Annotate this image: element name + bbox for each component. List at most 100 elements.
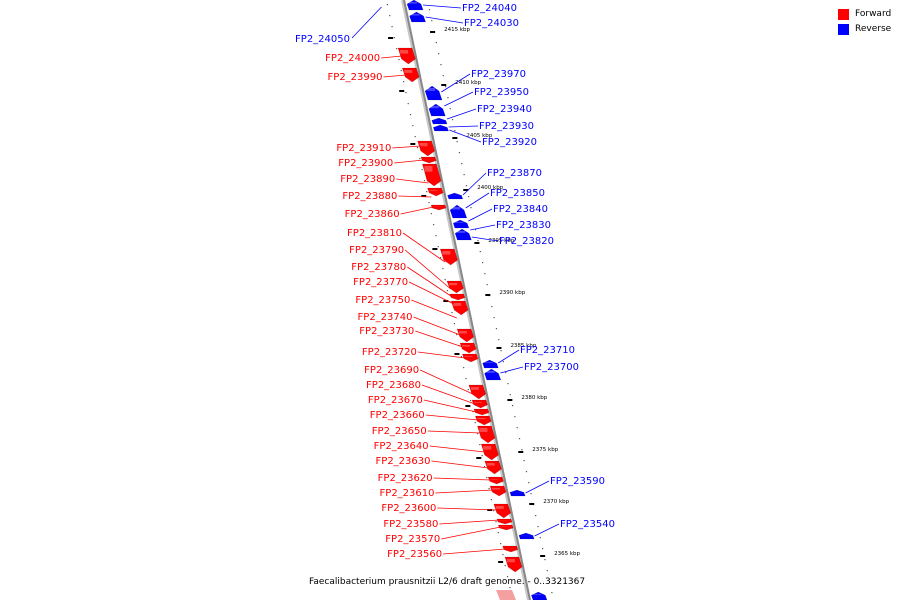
gene-feature-highlight (424, 166, 433, 172)
gene-label-reverse: FP2_24030 (464, 18, 519, 29)
track-dot (458, 152, 461, 154)
track-dot (461, 163, 463, 165)
gene-label-forward: FP2_23880 (342, 191, 397, 202)
track-dot (442, 268, 444, 270)
tick-label: 2385 kbp (510, 343, 536, 349)
legend-forward-label: Forward (855, 9, 892, 19)
track-dot (498, 339, 500, 341)
gene-feature-highlight (462, 345, 471, 347)
gene-feature-highlight (464, 356, 473, 357)
track-dot (430, 213, 432, 215)
gene-feature-highlight (474, 402, 482, 403)
gene-label-reverse: FP2_23840 (493, 204, 548, 215)
gene-label-forward: FP2_23690 (364, 365, 419, 376)
track-dot (497, 532, 499, 534)
label-leader (498, 349, 520, 364)
label-leader (427, 430, 481, 434)
track-dot (490, 499, 492, 501)
track-dot (442, 75, 444, 77)
label-leader (448, 125, 479, 128)
tick-mark (498, 561, 504, 563)
gene-feature-highlight (479, 428, 488, 432)
track-dot (475, 229, 477, 231)
tick-mark (463, 189, 469, 191)
gene-feature (477, 425, 496, 444)
tick-mark (410, 143, 416, 145)
gene-label-reverse: FP2_23820 (499, 236, 554, 247)
gene-feature (504, 556, 523, 573)
gene-label-reverse: FP2_23970 (471, 69, 526, 80)
label-leader (400, 206, 434, 215)
track-dot (438, 53, 440, 55)
backbone-line (403, 0, 531, 600)
label-leader (471, 236, 499, 242)
track-dot (500, 543, 502, 545)
gene-feature (484, 368, 502, 381)
gene-label-forward: FP2_23890 (340, 174, 395, 185)
label-leader (446, 108, 477, 120)
track-dot (460, 356, 462, 358)
track-dot (386, 4, 389, 6)
track-dot (484, 273, 486, 275)
gene-label-reverse: FP2_23540 (560, 519, 615, 530)
label-leader (402, 232, 446, 263)
gene-label-reverse: FP2_23830 (496, 220, 551, 231)
tick-label: 2390 kbp (499, 290, 525, 296)
gene-feature-highlight (453, 303, 462, 306)
gene-label-forward: FP2_23770 (353, 277, 408, 288)
gene-label-forward: FP2_23620 (378, 473, 433, 484)
track-dot (407, 103, 409, 105)
label-leader (423, 4, 462, 9)
gene-label-forward: FP2_23740 (358, 312, 413, 323)
tick-mark (518, 451, 524, 453)
tick-mark (465, 405, 471, 407)
gene-feature (482, 359, 499, 369)
track-dot (435, 235, 437, 237)
genome-caption: Faecalibacterium prausnitzii L2/6 draft … (309, 577, 586, 587)
track-dot (521, 449, 523, 451)
gene-feature-highlight (457, 231, 466, 233)
gene-label-forward: FP2_23610 (380, 488, 435, 499)
gene-feature-highlight (506, 559, 515, 563)
gene-feature (424, 85, 443, 101)
gene-label-forward: FP2_23990 (328, 72, 383, 83)
track-dots (386, 4, 553, 600)
gene-feature (496, 590, 516, 600)
label-leader (381, 55, 402, 59)
label-leader (534, 523, 560, 537)
label-leader (392, 145, 421, 149)
track-dot (504, 565, 506, 567)
track-dot (465, 378, 467, 380)
track-dot (491, 306, 493, 308)
label-leader (407, 266, 453, 298)
tick-mark (452, 137, 458, 139)
gene-feature (497, 524, 514, 531)
label-leader (500, 366, 524, 374)
tick-mark (485, 294, 491, 296)
track-dot (451, 119, 454, 121)
legend-forward-swatch (838, 9, 849, 20)
label-leader (398, 195, 432, 198)
track-dot (416, 147, 419, 149)
gene-feature-highlight (455, 222, 464, 223)
gene-label-forward: FP2_23640 (374, 441, 429, 452)
gene-label-reverse: FP2_23590 (550, 476, 605, 487)
track-dot (389, 15, 391, 17)
track-dot (400, 70, 402, 72)
gene-feature (432, 124, 449, 132)
track-dot (488, 488, 490, 490)
gene-label-forward: FP2_23570 (385, 534, 440, 545)
label-leader (437, 507, 498, 511)
track-dot (409, 114, 412, 116)
gene-label-forward: FP2_23750 (355, 295, 410, 306)
track-dot (426, 191, 428, 193)
track-dot (456, 141, 458, 143)
legend-forward: Forward (838, 8, 898, 23)
tick-label: 2365 kbp (554, 551, 580, 557)
label-leader (468, 208, 493, 222)
gene-label-reverse: FP2_23850 (490, 188, 545, 199)
gene-label-forward: FP2_23810 (347, 228, 402, 239)
track-dot (481, 455, 483, 457)
gene-feature (431, 117, 448, 125)
tick-mark (388, 37, 394, 39)
